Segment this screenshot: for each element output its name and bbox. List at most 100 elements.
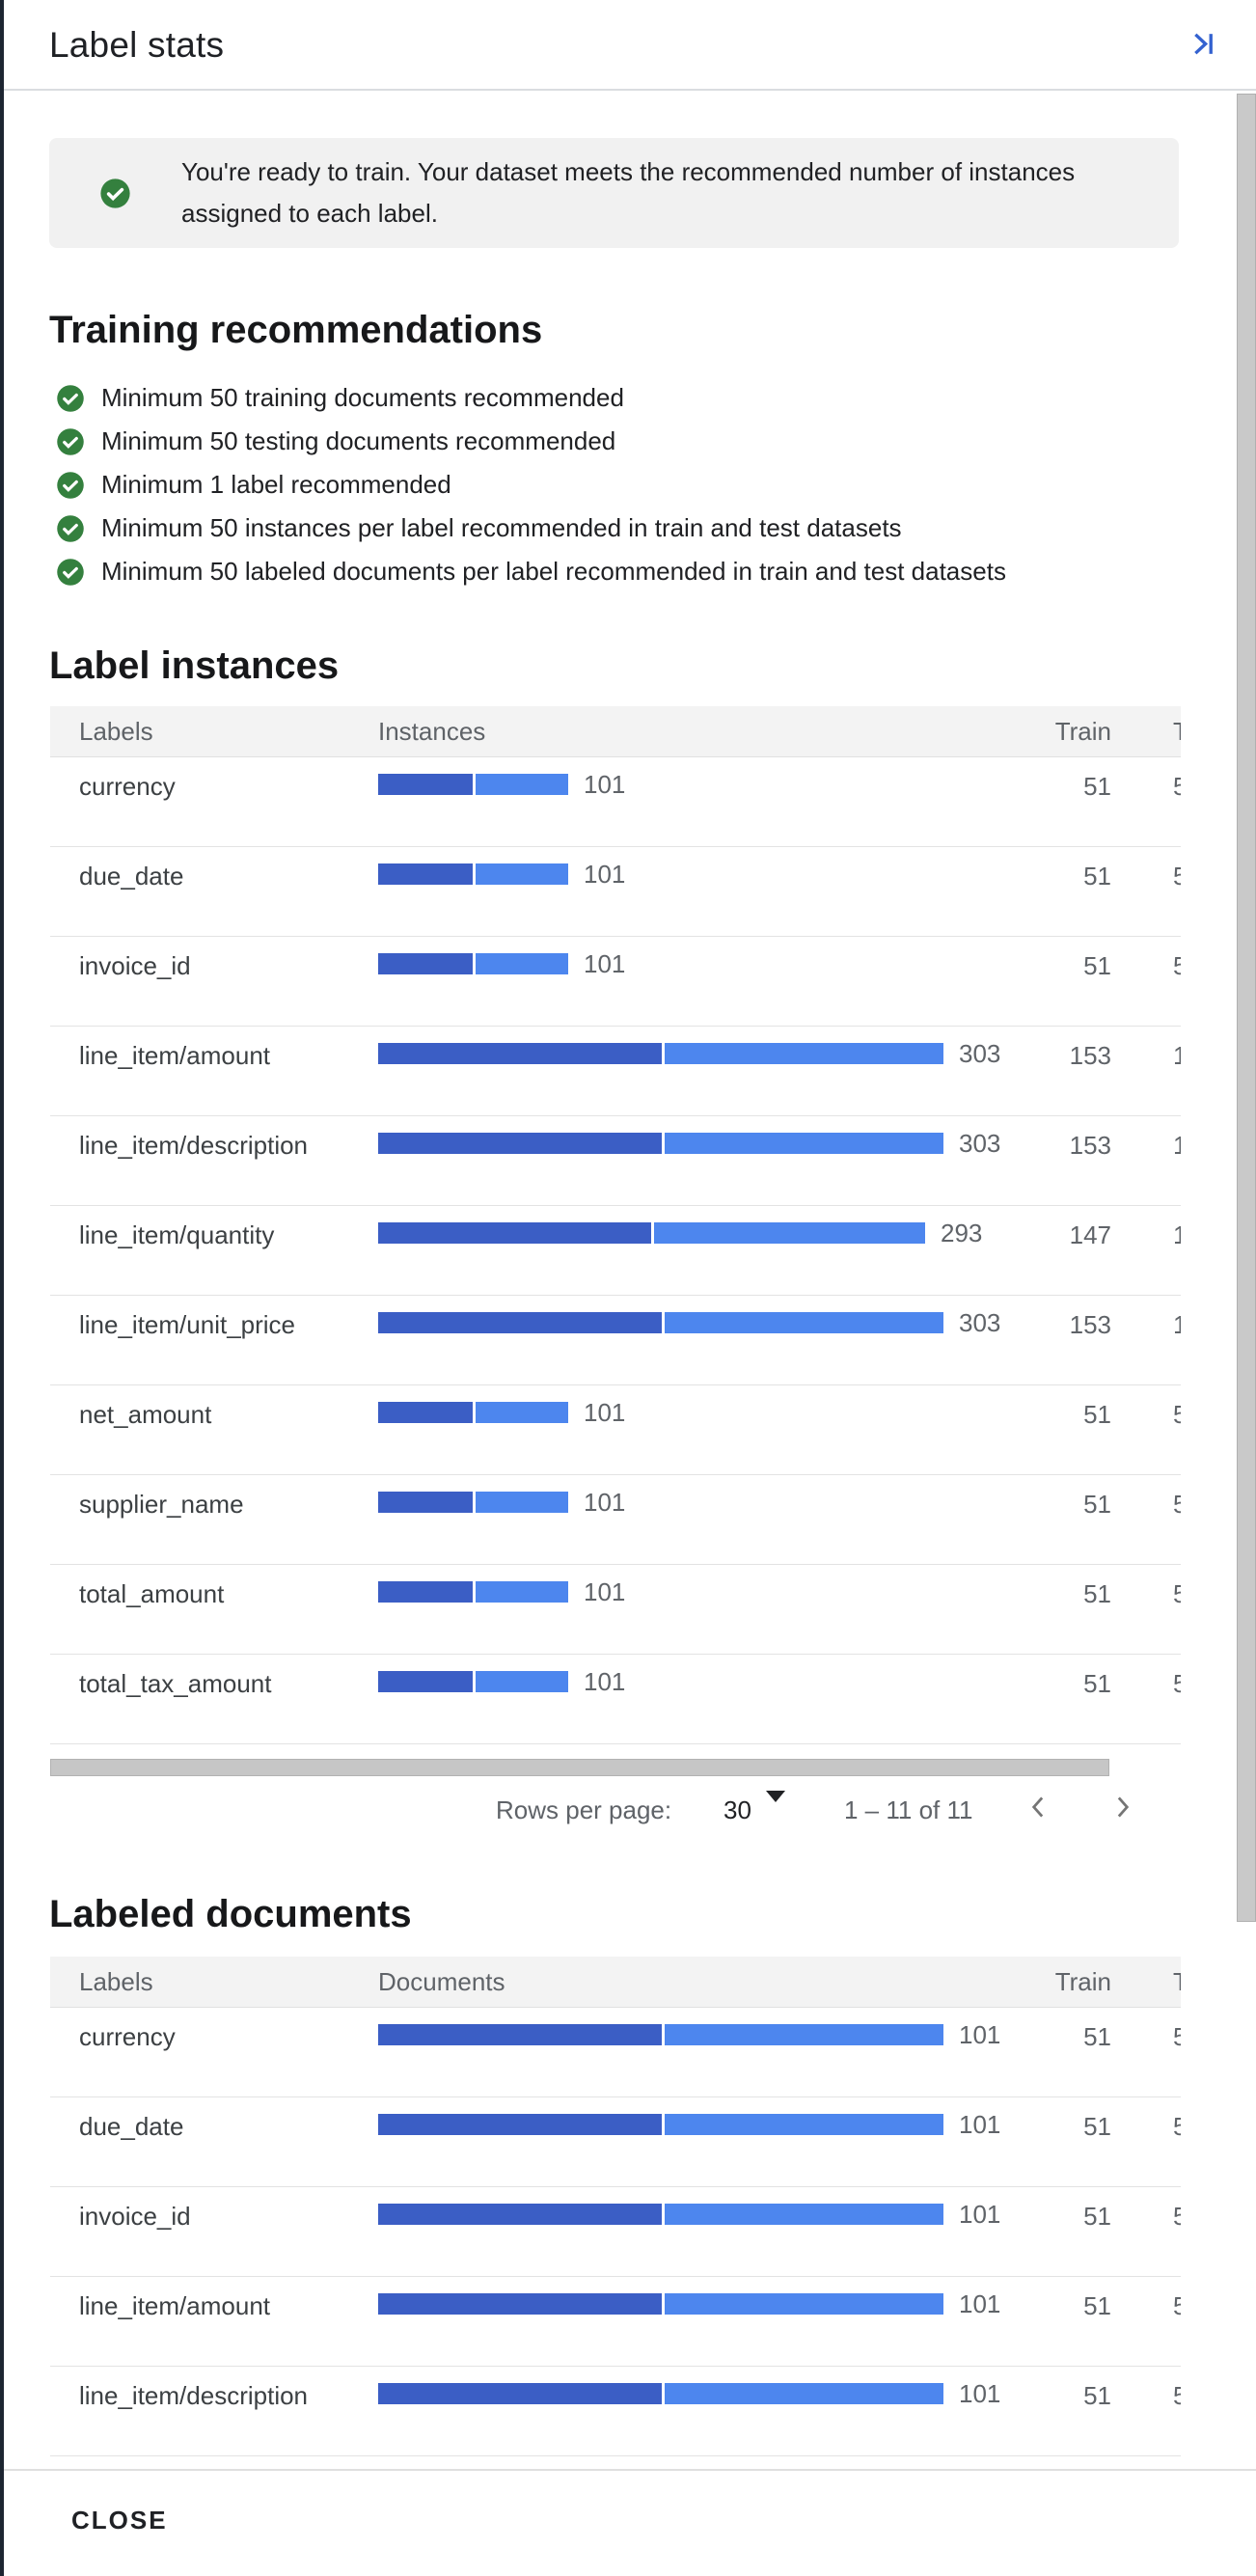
stacked-bar: 101 [378, 772, 625, 797]
row-test-value: 150 [1173, 1041, 1181, 1070]
stacked-bar: 303 [378, 1039, 1001, 1068]
row-label: invoice_id [79, 2202, 191, 2231]
column-header-test: Test [1173, 717, 1181, 746]
row-train-value: 51 [1083, 2112, 1111, 2141]
row-test-value: 50 [1173, 2112, 1181, 2141]
table-row: due_date 101 51 50 [50, 2097, 1181, 2187]
row-label: currency [79, 772, 176, 801]
previous-page-button[interactable] [1023, 1791, 1055, 1823]
recommendation-text: Minimum 1 label recommended [101, 470, 451, 499]
label-instances-heading: Label instances [49, 644, 340, 687]
recommendation-text: Minimum 50 training documents recommende… [101, 383, 624, 412]
recommendation-text: Minimum 50 testing documents recommended [101, 426, 616, 455]
row-test-value: 146 [1173, 1220, 1181, 1249]
table-row: line_item/amount 303 153 150 [50, 1027, 1181, 1116]
labeled-documents-heading: Labeled documents [49, 1893, 412, 1935]
row-train-value: 51 [1083, 862, 1111, 891]
collapse-panel-button[interactable] [1181, 26, 1219, 65]
row-total-value: 303 [959, 1039, 1001, 1068]
pagination-bar: Rows per page: 30 1 – 11 of 11 [50, 1791, 1181, 1829]
row-total-value: 303 [959, 1129, 1001, 1158]
dropdown-caret-icon[interactable] [766, 1791, 785, 1802]
row-label: due_date [79, 862, 184, 891]
stacked-bar: 101 [378, 951, 625, 976]
test-bar-segment [476, 1671, 568, 1692]
column-header-train: Train [1054, 717, 1111, 746]
close-button[interactable]: CLOSE [56, 2498, 183, 2543]
test-bar-segment [665, 1043, 943, 1064]
row-train-value: 51 [1083, 2022, 1111, 2051]
train-bar-segment [378, 1312, 662, 1333]
row-label: net_amount [79, 1400, 212, 1429]
rows-per-page-label: Rows per page: [496, 1795, 672, 1824]
stacked-bar: 303 [378, 1310, 1000, 1335]
stacked-bar: 101 [378, 2291, 1000, 2316]
row-label: line_item/unit_price [79, 1310, 296, 1339]
row-train-value: 51 [1083, 2202, 1111, 2231]
row-test-value: 50 [1173, 1669, 1181, 1698]
row-train-value: 51 [1083, 772, 1111, 801]
row-train-value: 153 [1069, 1310, 1111, 1339]
row-test-value: 50 [1173, 1490, 1181, 1519]
train-bar-segment [378, 1671, 473, 1692]
horizontal-scrollbar[interactable] [50, 1759, 1109, 1776]
row-test-value: 50 [1173, 772, 1181, 801]
rows-per-page-select[interactable]: 30 [724, 1795, 751, 1824]
row-label: line_item/description [79, 1131, 309, 1160]
table-row: invoice_id 101 51 50 [50, 937, 1181, 1027]
labeled-documents-table: Labels Documents Train Test currency 101… [50, 1957, 1181, 2456]
banner-text: You're ready to train. Your dataset meet… [181, 157, 1076, 228]
column-header-train: Train [1054, 1967, 1111, 1996]
row-label: line_item/description [79, 2381, 309, 2410]
page-title: Label stats [49, 25, 225, 65]
row-test-value: 50 [1173, 862, 1181, 891]
train-bar-segment [378, 1402, 473, 1423]
check-circle-icon [56, 471, 85, 500]
label-instances-table: Labels Instances Train Test currency 101… [50, 706, 1181, 1744]
row-label: line_item/quantity [79, 1220, 275, 1249]
recommendation-item: Minimum 50 training documents recommende… [56, 376, 1006, 420]
row-train-value: 51 [1083, 951, 1111, 980]
table-row: currency 101 51 50 [50, 757, 1181, 847]
train-bar-segment [378, 2114, 662, 2135]
check-circle-icon [56, 514, 85, 543]
row-test-value: 50 [1173, 2202, 1181, 2231]
check-circle-icon [99, 178, 131, 209]
test-bar-segment [476, 1492, 568, 1513]
train-bar-segment [378, 774, 473, 795]
stacked-bar: 101 [378, 1488, 626, 1517]
row-label: invoice_id [79, 951, 191, 980]
row-total-value: 101 [584, 1488, 626, 1517]
train-bar-segment [378, 1133, 662, 1154]
train-bar-segment [378, 2024, 662, 2045]
stacked-bar: 293 [378, 1220, 982, 1246]
test-bar-segment [665, 1312, 943, 1333]
table-row: currency 101 51 50 [50, 2008, 1181, 2097]
next-page-button[interactable] [1106, 1791, 1138, 1823]
vertical-scrollbar[interactable] [1237, 94, 1256, 1922]
test-bar-segment [665, 2383, 943, 2404]
row-test-value: 50 [1173, 1400, 1181, 1429]
stacked-bar: 101 [378, 1667, 626, 1696]
test-bar-segment [476, 863, 568, 885]
test-bar-segment [654, 1222, 925, 1244]
table-row: line_item/description 303 153 150 [50, 1116, 1181, 1206]
row-train-value: 51 [1083, 1400, 1111, 1429]
recommendation-item: Minimum 50 testing documents recommended [56, 420, 1006, 463]
row-label: line_item/amount [79, 1041, 270, 1070]
panel-header: Label stats [0, 0, 1256, 91]
row-total-value: 101 [584, 1667, 626, 1696]
row-train-value: 51 [1083, 1490, 1111, 1519]
row-label: line_item/amount [79, 2291, 270, 2320]
pagination-range: 1 – 11 of 11 [844, 1795, 973, 1824]
column-header-test: Test [1173, 1967, 1181, 1996]
recommendations-list: Minimum 50 training documents recommende… [56, 376, 1006, 593]
stacked-bar: 101 [378, 2022, 1000, 2047]
check-circle-icon [56, 427, 85, 456]
test-bar-segment [476, 774, 568, 795]
table-row: invoice_id 101 51 50 [50, 2187, 1181, 2277]
test-bar-segment [665, 2024, 943, 2045]
row-train-value: 51 [1083, 2381, 1111, 2410]
chevron-right-icon [1106, 1791, 1138, 1834]
stacked-bar: 101 [378, 2112, 1000, 2137]
